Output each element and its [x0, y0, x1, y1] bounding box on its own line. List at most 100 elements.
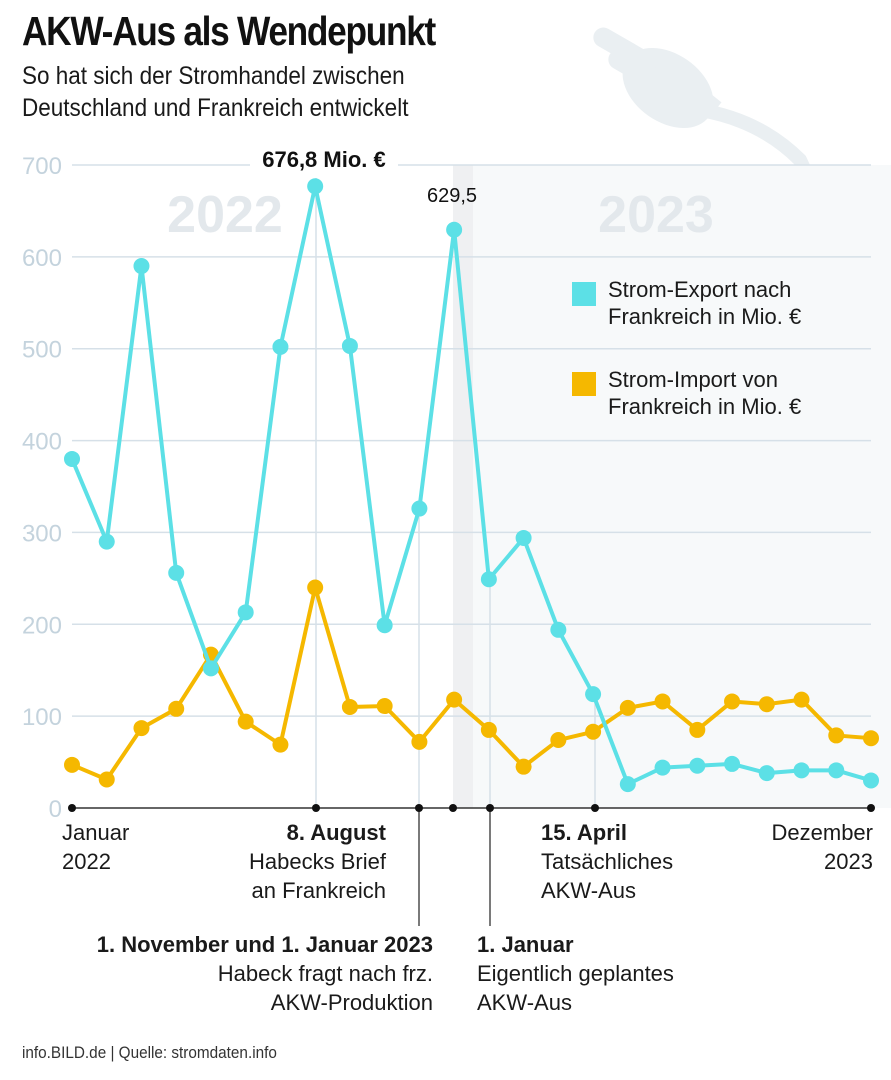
label-dec-2023-line-2: 2023 — [824, 849, 873, 874]
data-point-export-2022-04 — [168, 564, 185, 581]
x-axis-marker-0 — [68, 804, 76, 812]
label-apr-15-line-2: AKW-Aus — [541, 878, 636, 903]
shade-edge — [453, 165, 473, 808]
label-nov-1-line-2: AKW-Produktion — [270, 990, 433, 1015]
y-tick-label-300: 300 — [22, 520, 62, 547]
data-point-export-2022-05 — [202, 660, 219, 677]
data-point-export-2022-03 — [133, 258, 150, 275]
max-label-bg — [250, 148, 398, 178]
label-jan-2022: Januar 2022 — [62, 818, 129, 876]
y-axis-ticks: 0 100 200 300 400 500 600 700 — [22, 153, 62, 823]
legend-swatch-import — [572, 372, 596, 396]
legend-swatch-export — [572, 282, 596, 306]
data-point-import-2023-12 — [863, 730, 879, 747]
data-point-import-2023-11 — [828, 727, 845, 744]
data-point-import-2022-06 — [237, 713, 254, 730]
data-point-export-2022-06 — [237, 604, 254, 621]
source-footer: info.BILD.de | Quelle: stromdaten.info — [22, 1043, 277, 1062]
data-point-import-2023-04 — [585, 723, 602, 740]
legend-export-line-1: Strom-Export nach — [608, 277, 792, 302]
label-jan-2022-line-2: 2022 — [62, 849, 111, 874]
data-point-export-2023-10 — [793, 762, 810, 779]
legend-export-line-2: Frankreich in Mio. € — [608, 304, 802, 329]
data-point-import-2023-03 — [550, 732, 567, 749]
data-point-import-2023-10 — [793, 691, 810, 708]
data-point-export-2023-07 — [689, 757, 706, 774]
data-point-export-2022-07 — [272, 338, 289, 355]
data-point-export-2023-05 — [619, 776, 636, 793]
label-dec-2023: Dezember 2023 — [772, 818, 873, 876]
data-point-export-2023-01 — [480, 571, 497, 588]
data-point-import-2022-03 — [133, 720, 150, 737]
data-point-export-2023-03 — [550, 621, 567, 638]
label-jan-1-line-1: Eigentlich geplantes — [477, 961, 674, 986]
data-point-import-2022-02 — [98, 771, 115, 788]
chart-subtitle: So hat sich der Stromhandel zwischen Deu… — [22, 60, 408, 124]
data-point-export-2022-02 — [98, 533, 115, 550]
y-tick-label-500: 500 — [22, 337, 62, 364]
x-axis-marker-1 — [312, 804, 320, 812]
legend-import-line-1: Strom-Import von — [608, 367, 778, 392]
label-apr-15-date: 15. April — [541, 820, 627, 845]
second-peak-label: 629,5 — [427, 185, 477, 207]
grid-lines — [72, 164, 871, 717]
data-point-import-2023-02 — [515, 758, 532, 775]
data-point-import-2022-10 — [376, 698, 393, 715]
y-tick-label-400: 400 — [22, 429, 62, 456]
legend-import-line-2: Frankreich in Mio. € — [608, 394, 802, 419]
data-point-import-2023-08 — [724, 693, 741, 710]
x-axis — [68, 804, 875, 812]
series — [64, 178, 879, 793]
x-axis-marker-3 — [449, 804, 457, 812]
year-label-2023: 2023 — [598, 186, 714, 244]
x-axis-marker-2 — [415, 804, 423, 812]
x-axis-marker-4 — [486, 804, 494, 812]
data-point-export-2023-06 — [654, 759, 671, 776]
label-aug-8: 8. August Habecks Brief an Frankreich — [249, 818, 386, 905]
data-point-export-2023-04 — [585, 686, 602, 703]
label-nov-1-date: 1. November und 1. Januar 2023 — [96, 932, 433, 957]
label-nov-1: 1. November und 1. Januar 2023 Habeck fr… — [97, 930, 433, 1017]
data-point-export-2022-11 — [411, 500, 428, 517]
label-jan-2022-line-1: Januar — [62, 820, 130, 845]
label-aug-8-date: 8. August — [286, 820, 386, 845]
data-point-import-2022-07 — [272, 736, 289, 753]
data-point-import-2022-09 — [341, 698, 358, 715]
label-dec-2023-line-1: Dezember — [771, 820, 873, 845]
event-lines — [315, 165, 596, 926]
y-tick-label-100: 100 — [22, 704, 62, 731]
shade-rect — [453, 165, 891, 808]
label-jan-1-line-2: AKW-Aus — [477, 990, 572, 1015]
data-point-import-2022-12 — [446, 691, 463, 708]
data-point-import-2022-08 — [307, 579, 324, 596]
data-point-import-2022-04 — [168, 700, 185, 717]
subtitle-line-2: Deutschland und Frankreich entwickelt — [22, 94, 409, 122]
chart-title: AKW-Aus als Wendepunkt — [22, 8, 436, 54]
shaded-region-2023 — [453, 165, 891, 808]
label-jan-1: 1. Januar Eigentlich geplantes AKW-Aus — [477, 930, 674, 1017]
y-tick-label-700: 700 — [22, 153, 62, 180]
year-label-2022: 2022 — [167, 186, 283, 244]
label-aug-8-line-2: an Frankreich — [251, 878, 386, 903]
data-point-export-2022-01 — [64, 450, 80, 467]
data-point-import-2023-09 — [758, 696, 775, 713]
label-nov-1-line-1: Habeck fragt nach frz. — [217, 961, 433, 986]
data-point-export-2023-11 — [828, 762, 845, 779]
y-tick-label-0: 0 — [49, 796, 62, 823]
label-apr-15: 15. April Tatsächliches AKW-Aus — [541, 818, 673, 905]
y-tick-label-200: 200 — [22, 612, 62, 639]
data-point-import-2023-07 — [689, 721, 706, 738]
data-point-export-2023-12 — [863, 772, 879, 789]
data-point-export-2022-08 — [307, 178, 324, 195]
data-point-export-2022-09 — [341, 337, 358, 354]
data-point-import-2023-06 — [654, 693, 671, 710]
data-point-export-2023-09 — [758, 765, 775, 782]
data-point-export-2022-10 — [376, 617, 393, 634]
data-point-export-2022-12 — [446, 221, 463, 238]
data-point-export-2023-02 — [515, 529, 532, 546]
data-point-import-2023-01 — [480, 721, 497, 738]
max-value-label: 676,8 Mio. € — [262, 147, 386, 172]
x-axis-marker-5 — [591, 804, 599, 812]
label-aug-8-line-1: Habecks Brief — [249, 849, 386, 874]
